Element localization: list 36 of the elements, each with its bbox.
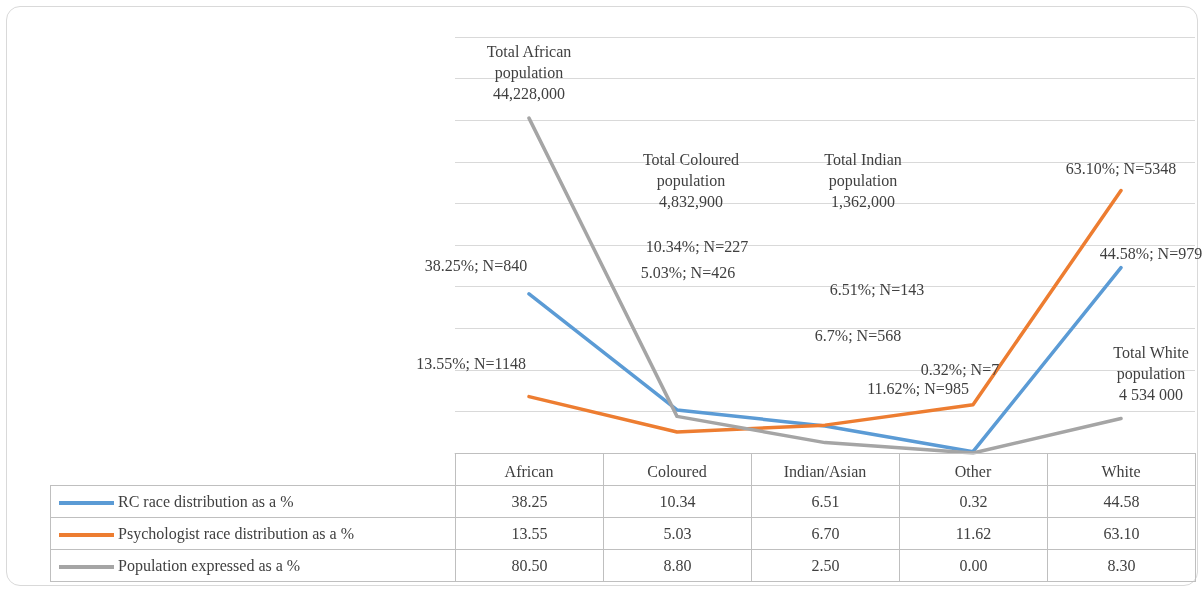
data-label: 0.00 bbox=[899, 549, 1048, 582]
annotation: 38.25%; N=840 bbox=[424, 257, 528, 275]
data-label: 13.55 bbox=[455, 517, 604, 550]
data-label: 63.10 bbox=[1047, 517, 1196, 550]
data-label: 0.32 bbox=[899, 485, 1048, 518]
legend-label: Psychologist race distribution as a % bbox=[118, 524, 354, 542]
x-tick-label: African bbox=[504, 462, 554, 480]
annotation: 5.03%; N=426 bbox=[640, 263, 736, 281]
data-label: 8.80 bbox=[603, 549, 752, 582]
data-label: 8.30 bbox=[1047, 549, 1196, 582]
annotation: 13.55%; N=1148 bbox=[416, 355, 526, 373]
annotation: 10.34%; N=227 bbox=[645, 237, 749, 255]
data-label: 44.58 bbox=[1047, 485, 1196, 518]
annotation: Total White population 4 534 000 bbox=[1113, 343, 1189, 403]
x-tick-label: Other bbox=[954, 462, 992, 480]
legend-label: Population expressed as a % bbox=[118, 556, 301, 574]
annotation: 11.62%; N=985 bbox=[867, 380, 969, 398]
data-label: 2.50 bbox=[751, 549, 900, 582]
x-tick-label: Indian/Asian bbox=[783, 462, 867, 480]
annotation: 6.51%; N=143 bbox=[829, 280, 925, 298]
annotation: Total Indian population 1,362,000 bbox=[824, 150, 902, 210]
annotation: 44.58%; N=979 bbox=[1099, 245, 1203, 263]
annotation: Total Coloured population 4,832,900 bbox=[642, 150, 740, 210]
legend-label: RC race distribution as a % bbox=[118, 492, 294, 510]
annotation: 63.10%; N=5348 bbox=[1065, 160, 1177, 177]
data-label: 6.51 bbox=[751, 485, 900, 518]
data-label: 10.34 bbox=[603, 485, 752, 518]
data-label: 11.62 bbox=[899, 517, 1048, 550]
x-tick-label: Coloured bbox=[647, 462, 707, 480]
data-label: 38.25 bbox=[455, 485, 604, 518]
annotation: 6.7%; N=568 bbox=[814, 326, 902, 344]
data-label: 5.03 bbox=[603, 517, 752, 550]
annotation: Total African population 44,228,000 bbox=[486, 42, 572, 102]
data-label: 80.50 bbox=[455, 549, 604, 582]
data-label: 6.70 bbox=[751, 517, 900, 550]
x-tick-label: White bbox=[1101, 462, 1141, 480]
